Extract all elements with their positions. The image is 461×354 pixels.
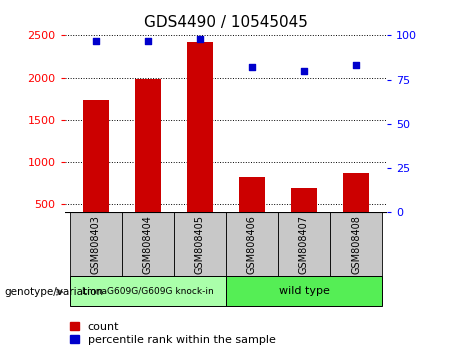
Point [248,64,255,70]
Text: GSM808408: GSM808408 [351,215,361,274]
Bar [83,100,109,246]
Bar [239,177,265,246]
FancyBboxPatch shape [122,212,174,276]
Point [300,68,307,74]
FancyBboxPatch shape [226,276,382,306]
Text: genotype/variation: genotype/variation [5,287,104,297]
Title: GDS4490 / 10545045: GDS4490 / 10545045 [144,15,308,30]
Point [352,63,360,68]
Point [92,38,100,44]
FancyBboxPatch shape [70,276,226,306]
Bar [135,79,161,246]
FancyBboxPatch shape [226,212,278,276]
FancyBboxPatch shape [70,212,122,276]
FancyBboxPatch shape [330,212,382,276]
FancyBboxPatch shape [278,212,330,276]
Bar [343,173,369,246]
Text: GSM808405: GSM808405 [195,215,205,274]
Point [144,38,152,44]
FancyBboxPatch shape [174,212,226,276]
Text: GSM808403: GSM808403 [91,215,101,274]
Bar [187,42,213,246]
Text: GSM808407: GSM808407 [299,215,309,274]
Text: wild type: wild type [278,286,330,296]
Text: GSM808404: GSM808404 [143,215,153,274]
Point [196,36,204,42]
Legend: count, percentile rank within the sample: count, percentile rank within the sample [70,321,276,345]
Text: GSM808406: GSM808406 [247,215,257,274]
Text: LmnaG609G/G609G knock-in: LmnaG609G/G609G knock-in [82,287,214,296]
Bar [291,188,317,246]
